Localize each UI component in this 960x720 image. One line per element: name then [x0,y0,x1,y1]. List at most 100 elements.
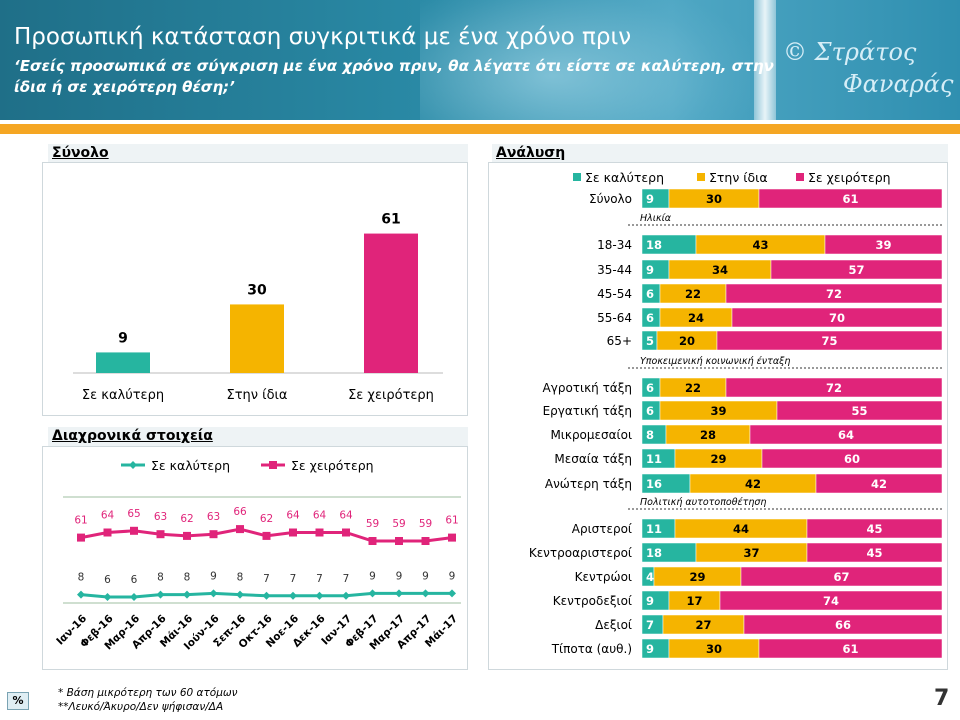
data-value-label: 9 [369,570,376,582]
segment-value-label: 42 [745,477,761,491]
segment-3 [770,259,943,280]
data-point [236,525,244,534]
category-label: Σε καλύτερη [82,388,164,403]
data-point [315,528,324,537]
copyright-line-2: Φαναράς [843,70,954,98]
data-value-label: 9 [449,570,456,582]
copyright-notice: © Στράτος Φαναράς [783,36,953,100]
row-label: Τίποτα (αυθ.) [551,642,632,656]
data-point [130,593,138,601]
segment-value-label: 22 [685,287,701,301]
slide-subtitle-question: ‘Εσείς προσωπικά σε σύγκριση με ένα χρόν… [14,57,774,96]
data-value-label: 9 [396,570,403,582]
data-point [395,537,403,545]
group-header: Υποκειμενική κοινωνική ένταξη [640,356,790,367]
data-point [368,589,377,598]
data-value-label: 63 [154,511,167,523]
data-point [103,528,112,537]
data-value-label: 6 [104,574,111,586]
row-label: Σύνολο [589,192,632,206]
data-value-label: 6 [131,574,138,586]
footnote-1: * Βάση μικρότερη των 60 ατόμων [58,687,238,699]
row-label: Κεντροαριστεροί [529,546,632,560]
segment-value-label: 9 [646,594,654,608]
segment-value-label: 6 [646,404,654,418]
header-divider-stripe [754,0,776,120]
legend-label: Στην ίδια [709,170,768,185]
row-label: 45-54 [597,287,632,301]
data-value-label: 59 [419,518,432,530]
total-panel-header: Σύνολο [48,144,468,164]
data-value-label: 8 [237,572,244,584]
data-point [368,537,377,545]
data-value-label: 63 [207,511,220,523]
segment-value-label: 6 [646,311,654,325]
data-point [262,591,271,600]
segment-value-label: 39 [875,238,891,252]
segment-value-label: 29 [689,570,705,584]
data-point [209,589,218,598]
segment-value-label: 22 [685,381,701,395]
segment-value-label: 20 [679,334,695,348]
data-value-label: 61 [74,515,87,527]
segment-value-label: 60 [844,452,860,466]
data-point [77,590,85,599]
segment-value-label: 45 [866,522,882,536]
row-label: Δεξιοί [595,618,632,632]
data-value-label: 8 [157,572,164,584]
row-label: Κεντρώοι [575,570,632,584]
segment-value-label: 61 [842,642,858,656]
data-point [183,531,191,540]
analysis-chart-panel: Σε καλύτερη Στην ίδια Σε χειρότερη Σύνολο 9 3… [488,162,948,670]
segment-value-label: 67 [833,570,849,584]
data-value-label: 62 [260,513,273,525]
data-point [342,591,350,600]
segment-3 [806,518,943,539]
segment-3 [731,307,943,328]
category-label: Σε χειρότερη [348,388,434,403]
segment-value-label: 39 [710,404,726,418]
bar-value-label: 61 [381,212,400,228]
data-point [236,590,244,599]
segment-3 [749,424,943,445]
segment-value-label: 28 [700,428,716,442]
legend-swatch-3 [796,173,804,181]
segment-value-label: 45 [866,546,882,560]
legend-label: Σε καλύτερη [585,170,664,185]
data-value-label: 61 [445,515,458,527]
row-label: 65+ [607,334,632,348]
segment-value-label: 42 [871,477,887,491]
segment-value-label: 11 [646,522,662,536]
data-point [395,589,403,598]
bar-3 [364,233,418,373]
data-value-label: 7 [343,573,350,585]
total-bar-chart: 9 Σε καλύτερη 30 Στην ίδια 61 Σε χειρότερη [73,212,443,403]
data-value-label: 9 [422,570,429,582]
copyright-line-1: © Στράτος [783,38,917,66]
data-point [156,530,165,539]
row-label: Μικρομεσαίοι [550,428,632,442]
data-point [289,528,297,537]
segment-value-label: 18 [646,546,662,560]
data-value-label: 64 [286,510,300,522]
bar-value-label: 30 [247,282,267,298]
segment-value-label: 24 [688,311,704,325]
row-label: Κεντροδεξιοί [553,594,632,608]
header-banner: Προσωπική κατάσταση συγκριτικά με ένα χρ… [0,0,960,120]
data-point [77,533,85,542]
segment-value-label: 6 [646,381,654,395]
data-value-label: 7 [316,573,323,585]
data-value-label: 62 [180,513,193,525]
data-value-label: 8 [184,572,191,584]
segment-value-label: 66 [835,618,851,632]
page-number: 7 [934,686,950,711]
data-point [103,593,112,601]
row-label: Εργατική τάξη [543,404,632,418]
segment-3 [725,283,943,304]
segment-value-label: 30 [706,192,722,206]
data-point [209,530,218,539]
segment-value-label: 6 [646,287,654,301]
legend-marker-diamond [129,461,137,469]
category-label: Στην ίδια [227,388,288,403]
row-label: Ανώτερη τάξη [545,477,632,491]
